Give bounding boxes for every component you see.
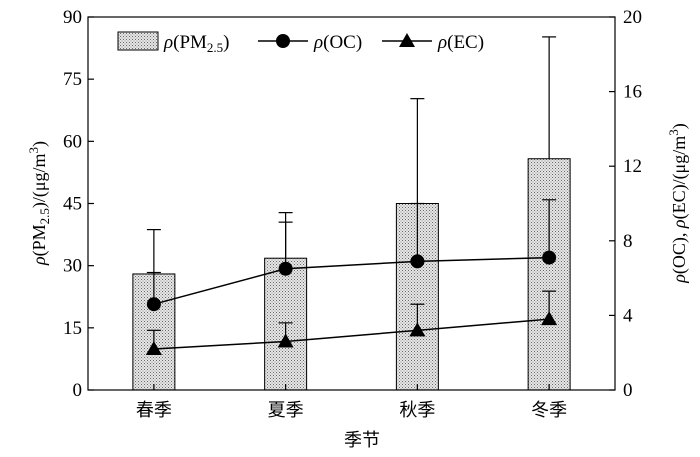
y-left-tick-label: 45 (63, 194, 82, 215)
y-left-axis-title: ρ(PM2.5)/(μg/m3) (26, 141, 52, 266)
lines-layer (145, 250, 558, 355)
legend-pm-label: ρ(PM2.5) (163, 32, 230, 55)
ec-series-line (153, 318, 550, 350)
y-right-tick-label: 4 (623, 305, 633, 326)
ec-point (145, 340, 162, 355)
error-bars-layer (146, 36, 557, 349)
oc-series-line (153, 256, 550, 305)
y-right-tick-label: 12 (623, 156, 642, 177)
legend-ec-marker (399, 33, 415, 47)
x-tick-label: 夏季 (268, 400, 304, 421)
x-tick-label: 冬季 (531, 400, 567, 421)
y-right-tick-label: 0 (623, 380, 633, 401)
legend-ec-label: ρ(EC) (437, 32, 484, 53)
y-right-tick-label: 8 (623, 231, 633, 252)
y-left-tick-label: 75 (63, 69, 82, 90)
x-tick-label: 春季 (136, 400, 172, 421)
ec-point (541, 311, 558, 326)
y-left-tick-label: 30 (63, 256, 82, 277)
y-left-tick-label: 15 (63, 318, 82, 339)
legend-oc-label: ρ(OC) (313, 32, 362, 53)
legend-oc-marker (276, 34, 290, 48)
oc-point (146, 297, 161, 312)
x-axis-title: 季节 (344, 430, 380, 451)
axes-layer: 0 15 30 45 60 75 90 0 4 8 12 16 20 春季 夏季 秋季 冬季 (63, 7, 642, 421)
pm25-bar (527, 158, 571, 391)
y-right-axis-title: ρ(OC), ρ(EC)/(μg/m3) (666, 123, 690, 283)
oc-point (410, 254, 425, 269)
legend: ρ(PM2.5) ρ(OC) ρ(EC) (117, 31, 484, 55)
y-left-tick-label: 60 (63, 131, 82, 152)
oc-point (278, 261, 293, 276)
x-tick-label: 秋季 (399, 400, 435, 421)
oc-point (542, 250, 557, 265)
y-right-tick-label: 16 (623, 82, 642, 103)
y-left-tick-label: 0 (73, 380, 83, 401)
y-left-tick-label: 90 (63, 7, 82, 28)
ec-point (277, 333, 294, 348)
ec-point (409, 322, 426, 337)
legend-pm-swatch (117, 31, 159, 51)
y-right-tick-label: 20 (623, 7, 642, 28)
bars-layer (132, 158, 571, 391)
